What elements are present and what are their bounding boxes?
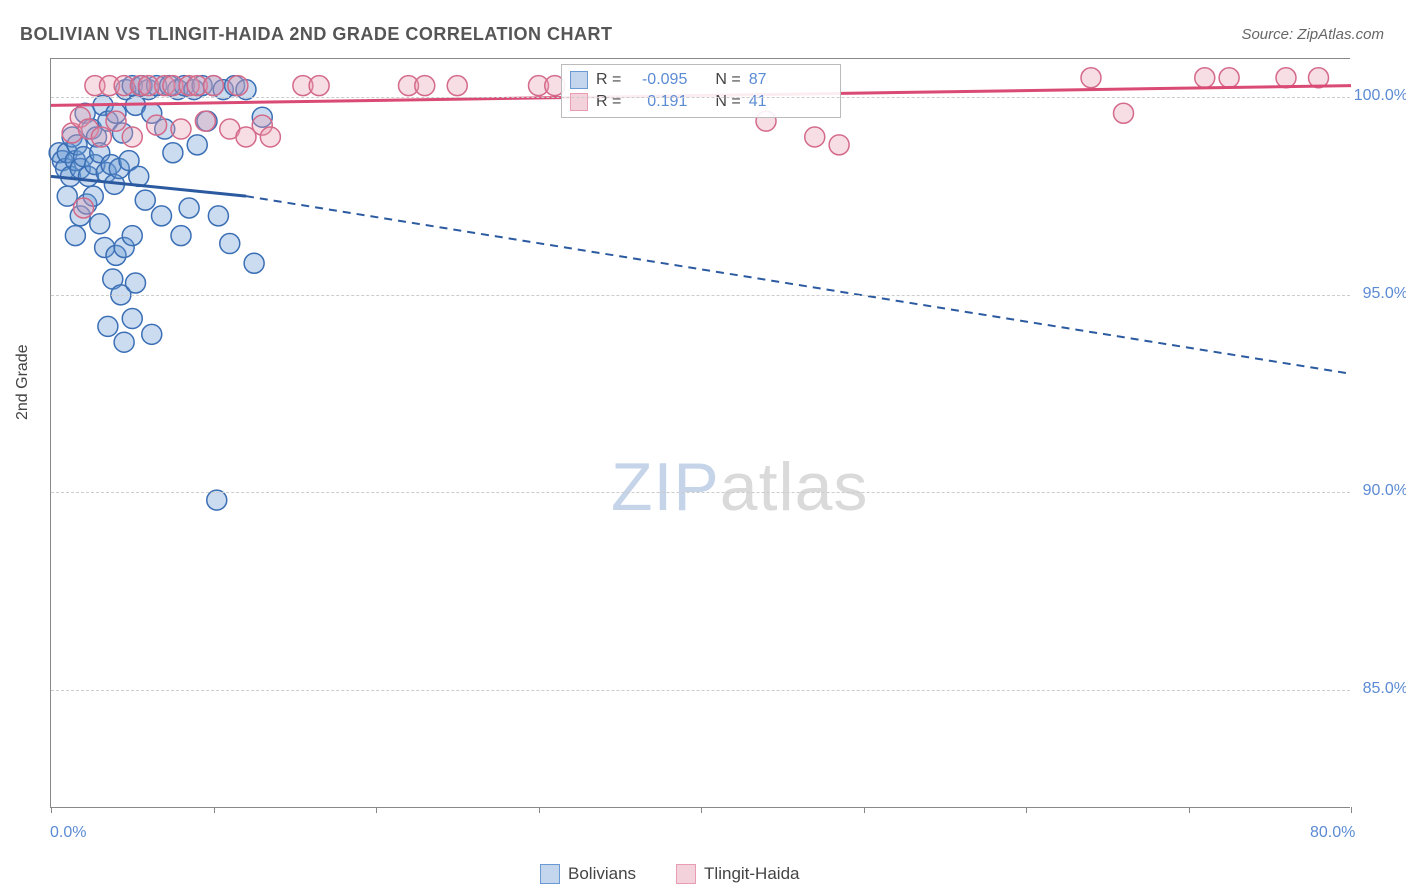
scatter-point: [171, 226, 191, 246]
chart-title: BOLIVIAN VS TLINGIT-HAIDA 2ND GRADE CORR…: [20, 24, 613, 45]
x-tick-mark: [701, 807, 702, 813]
scatter-point: [1195, 68, 1215, 88]
scatter-point: [1081, 68, 1101, 88]
scatter-point: [1219, 68, 1239, 88]
scatter-point: [98, 316, 118, 336]
scatter-point: [204, 76, 224, 96]
scatter-point: [152, 206, 172, 226]
scatter-point: [309, 76, 329, 96]
stats-r-label: R =: [596, 71, 621, 89]
gridline-h: [51, 492, 1350, 493]
scatter-point: [171, 119, 191, 139]
y-tick-label: 85.0%: [1363, 680, 1406, 698]
stats-r-label: R =: [596, 93, 621, 111]
x-tick-mark: [864, 807, 865, 813]
y-axis-label: 2nd Grade: [14, 344, 32, 420]
scatter-point: [142, 324, 162, 344]
legend-item: Tlingit-Haida: [676, 864, 799, 884]
plot-svg: [51, 58, 1350, 807]
scatter-point: [244, 253, 264, 273]
stats-swatch: [570, 93, 588, 111]
scatter-point: [91, 127, 111, 147]
legend-label: Tlingit-Haida: [704, 864, 799, 884]
source-label: Source: ZipAtlas.com: [1241, 26, 1384, 43]
stats-n-label: N =: [715, 71, 740, 89]
legend-swatch: [540, 864, 560, 884]
stats-r-value: -0.095: [629, 71, 687, 89]
trend-line-dashed: [246, 196, 1351, 374]
stats-box: R = -0.095 N = 87 R = 0.191 N = 41: [561, 64, 841, 118]
scatter-point: [90, 214, 110, 234]
scatter-point: [805, 127, 825, 147]
scatter-point: [74, 198, 94, 218]
scatter-point: [195, 111, 215, 131]
x-tick-mark: [1189, 807, 1190, 813]
x-tick-mark: [376, 807, 377, 813]
stats-row: R = -0.095 N = 87: [570, 69, 832, 91]
gridline-h: [51, 690, 1350, 691]
stats-n-value: 41: [749, 93, 767, 111]
scatter-point: [220, 234, 240, 254]
stats-row: R = 0.191 N = 41: [570, 91, 832, 113]
scatter-point: [260, 127, 280, 147]
x-tick-mark: [1026, 807, 1027, 813]
scatter-point: [106, 111, 126, 131]
y-tick-label: 90.0%: [1363, 482, 1406, 500]
legend-item: Bolivians: [540, 864, 636, 884]
legend-swatch: [676, 864, 696, 884]
stats-r-value: 0.191: [629, 93, 687, 111]
scatter-point: [122, 309, 142, 329]
scatter-point: [163, 143, 183, 163]
legend-label: Bolivians: [568, 864, 636, 884]
scatter-point: [187, 135, 207, 155]
scatter-point: [122, 226, 142, 246]
stats-n-label: N =: [715, 93, 740, 111]
scatter-point: [415, 76, 435, 96]
x-tick-label: 80.0%: [1310, 824, 1355, 842]
x-tick-mark: [539, 807, 540, 813]
scatter-point: [829, 135, 849, 155]
scatter-point: [1114, 103, 1134, 123]
x-tick-mark: [1351, 807, 1352, 813]
scatter-point: [447, 76, 467, 96]
scatter-point: [228, 76, 248, 96]
scatter-point: [126, 273, 146, 293]
scatter-point: [114, 332, 134, 352]
scatter-point: [147, 115, 167, 135]
x-tick-mark: [51, 807, 52, 813]
x-tick-mark: [214, 807, 215, 813]
scatter-point: [208, 206, 228, 226]
y-tick-label: 95.0%: [1363, 285, 1406, 303]
chart-container: BOLIVIAN VS TLINGIT-HAIDA 2ND GRADE CORR…: [0, 0, 1406, 892]
stats-n-value: 87: [749, 71, 767, 89]
gridline-h: [51, 295, 1350, 296]
scatter-point: [1276, 68, 1296, 88]
y-tick-label: 100.0%: [1354, 87, 1406, 105]
scatter-point: [135, 190, 155, 210]
bottom-legend: Bolivians Tlingit-Haida: [540, 864, 799, 884]
scatter-point: [179, 198, 199, 218]
plot-area: ZIPatlas R =-0.095N =87R =0.191N =41 85.…: [50, 58, 1350, 808]
x-tick-label: 0.0%: [50, 824, 86, 842]
scatter-point: [122, 127, 142, 147]
scatter-point: [65, 226, 85, 246]
stats-swatch: [570, 71, 588, 89]
gridline-h: [51, 97, 1350, 98]
